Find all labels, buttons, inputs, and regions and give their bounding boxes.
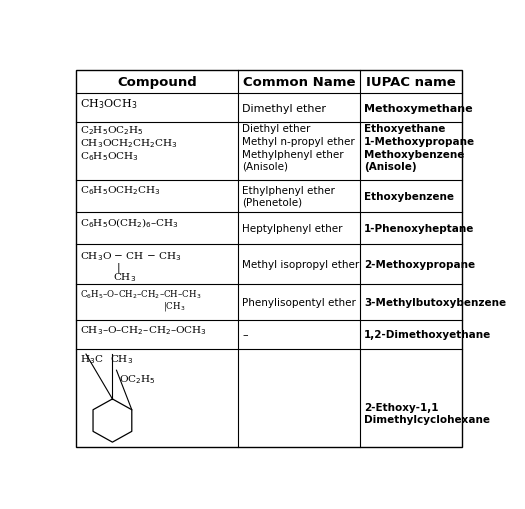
Text: C$_2$H$_5$OC$_2$H$_5$: C$_2$H$_5$OC$_2$H$_5$ xyxy=(80,124,143,137)
Text: CH$_3$OCH$_2$CH$_2$CH$_3$: CH$_3$OCH$_2$CH$_2$CH$_3$ xyxy=(80,137,177,150)
Text: 2-Ethoxy-1,1
Dimethylcyclohexane: 2-Ethoxy-1,1 Dimethylcyclohexane xyxy=(364,402,490,423)
Text: Methyl isopropyl ether: Methyl isopropyl ether xyxy=(242,260,360,269)
Text: Ethoxybenzene: Ethoxybenzene xyxy=(364,192,454,202)
Text: IUPAC name: IUPAC name xyxy=(366,76,456,89)
Text: 2-Methoxypropane: 2-Methoxypropane xyxy=(364,260,475,269)
Text: OC$_2$H$_5$: OC$_2$H$_5$ xyxy=(119,373,155,386)
Text: –: – xyxy=(242,330,248,340)
Text: 1-Phenoxyheptane: 1-Phenoxyheptane xyxy=(364,224,475,234)
Text: Compound: Compound xyxy=(117,76,197,89)
Text: Methylphenyl ether
(Anisole): Methylphenyl ether (Anisole) xyxy=(242,150,344,172)
Text: CH$_3$OCH$_3$: CH$_3$OCH$_3$ xyxy=(80,97,137,111)
Text: |: | xyxy=(117,262,120,272)
Text: C$_6$H$_5$OCH$_2$CH$_3$: C$_6$H$_5$OCH$_2$CH$_3$ xyxy=(80,184,161,196)
Text: 1,2-Dimethoxyethane: 1,2-Dimethoxyethane xyxy=(364,330,491,340)
Text: Common Name: Common Name xyxy=(243,76,355,89)
Text: Heptylphenyl ether: Heptylphenyl ether xyxy=(242,224,343,234)
Text: Phenylisopentyl ether: Phenylisopentyl ether xyxy=(242,297,356,307)
Text: Diethyl ether: Diethyl ether xyxy=(242,124,311,134)
Text: Ethylphenyl ether
(Phenetole): Ethylphenyl ether (Phenetole) xyxy=(242,186,335,208)
Text: H$_3$C: H$_3$C xyxy=(80,352,103,365)
Text: |CH$_3$: |CH$_3$ xyxy=(163,300,186,313)
Text: CH$_3$–O–CH$_2$–CH$_2$–OCH$_3$: CH$_3$–O–CH$_2$–CH$_2$–OCH$_3$ xyxy=(80,323,207,336)
Text: Methoxymethane: Methoxymethane xyxy=(364,103,472,114)
Text: C$_6$H$_5$–O–CH$_2$–CH$_2$–CH–CH$_3$: C$_6$H$_5$–O–CH$_2$–CH$_2$–CH–CH$_3$ xyxy=(80,288,201,301)
Text: Methyl n-propyl ether: Methyl n-propyl ether xyxy=(242,137,355,147)
Text: 3-Methylbutoxybenzene: 3-Methylbutoxybenzene xyxy=(364,297,506,307)
Text: Ethoxyethane: Ethoxyethane xyxy=(364,124,445,134)
Text: Dimethyl ether: Dimethyl ether xyxy=(242,103,326,114)
Text: CH$_3$: CH$_3$ xyxy=(113,271,136,284)
Text: CH$_3$: CH$_3$ xyxy=(110,352,133,365)
Text: C$_6$H$_5$O(CH$_2$)$_6$–CH$_3$: C$_6$H$_5$O(CH$_2$)$_6$–CH$_3$ xyxy=(80,216,179,230)
Text: CH$_3$O $-$ CH $-$ CH$_3$: CH$_3$O $-$ CH $-$ CH$_3$ xyxy=(80,249,181,262)
Text: Methoxybenzene
(Anisole): Methoxybenzene (Anisole) xyxy=(364,150,464,172)
Text: 1-Methoxypropane: 1-Methoxypropane xyxy=(364,137,475,147)
Text: C$_6$H$_5$OCH$_3$: C$_6$H$_5$OCH$_3$ xyxy=(80,150,139,163)
